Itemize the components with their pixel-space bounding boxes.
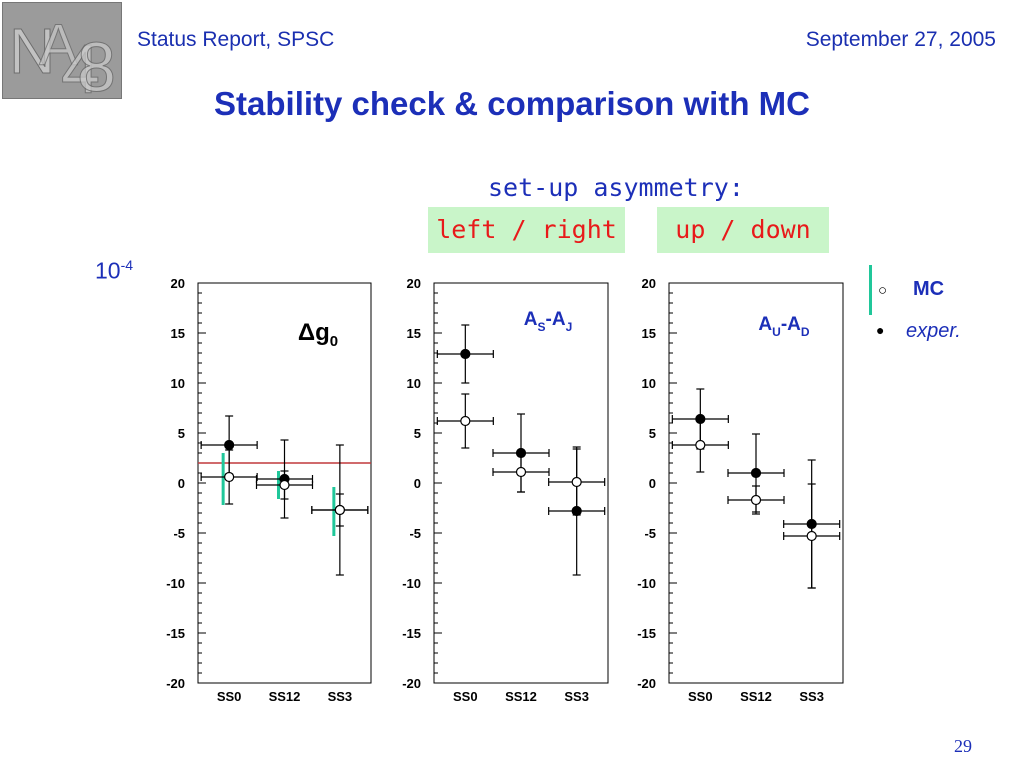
unit-label: 10-4	[95, 257, 133, 285]
panel-label: Δg0	[298, 319, 338, 350]
header-left: Status Report, SPSC	[137, 28, 335, 51]
svg-text:N: N	[9, 15, 55, 87]
svg-text:4: 4	[61, 30, 100, 98]
y-tick-label: -5	[644, 526, 656, 541]
unit-base: 10	[95, 257, 121, 284]
exper-point	[460, 348, 471, 360]
x-tick-label: SS3	[799, 689, 824, 704]
setup-heading: set-up asymmetry:	[488, 173, 744, 202]
chart-au-ad: 20 15 10 5 0 -5 -10 -15 -20 SS0 SS12 SS3 AU-AD	[637, 276, 844, 704]
x-tick-label: SS0	[688, 689, 713, 704]
x-tick-label: SS12	[740, 689, 772, 704]
y-tick-label: -10	[166, 576, 185, 591]
up-down-label: up / down	[657, 207, 829, 253]
na48-logo: N A 4 8	[2, 2, 122, 99]
exper-point	[224, 439, 235, 451]
exper-point	[750, 467, 762, 479]
mc-point	[571, 476, 582, 488]
legend-exper-marker: ●	[876, 322, 885, 338]
y-tick-label: -10	[637, 576, 656, 591]
y-tick-label: -15	[637, 626, 656, 641]
y-tick-label: 15	[407, 326, 421, 341]
mc-point	[750, 494, 762, 506]
page-number: 29	[954, 736, 972, 756]
x-tick-label: SS12	[269, 689, 301, 704]
chart-as-aj: 20 15 10 5 0 -5 -10 -15 -20 SS0 SS12 SS3 AS-AJ	[402, 276, 609, 704]
legend-mc-label: MC	[913, 278, 945, 300]
y-tick-label: 20	[407, 276, 421, 291]
y-tick-label: -5	[409, 526, 421, 541]
x-tick-label: SS12	[505, 689, 537, 704]
y-tick-label: 10	[407, 376, 421, 391]
y-tick-label: -15	[166, 626, 185, 641]
y-tick-label: 0	[178, 476, 185, 491]
mc-point	[695, 439, 706, 451]
mc-point	[806, 530, 817, 542]
y-tick-label: 10	[171, 376, 185, 391]
x-tick-label: SS0	[453, 689, 478, 704]
y-tick-label: 20	[171, 276, 185, 291]
legend-mc-marker: ○	[878, 282, 888, 299]
y-tick-label: 20	[642, 276, 656, 291]
y-tick-label: 15	[171, 326, 185, 341]
chart-dg0: 20 15 10 5 0 -5 -10 -15 -20 SS0 SS12 SS3 Δg0	[166, 276, 372, 704]
unit-exponent: -4	[120, 257, 134, 273]
y-tick-label: 5	[178, 426, 185, 441]
panel-label: AS-AJ	[524, 309, 573, 334]
mc-point	[515, 466, 527, 478]
x-tick-label: SS0	[217, 689, 242, 704]
y-tick-label: -15	[402, 626, 421, 641]
mc-point	[334, 504, 345, 516]
y-tick-label: -20	[637, 676, 656, 691]
x-tick-label: SS3	[328, 689, 353, 704]
panel-label: AU-AD	[758, 314, 809, 339]
y-tick-label: 10	[642, 376, 656, 391]
svg-text:A: A	[39, 13, 78, 78]
mc-point	[224, 471, 235, 483]
y-tick-label: 15	[642, 326, 656, 341]
y-tick-label: -10	[402, 576, 421, 591]
legend-mc-bar	[869, 265, 872, 315]
y-tick-label: -20	[402, 676, 421, 691]
y-tick-label: -20	[166, 676, 185, 691]
left-right-label: left / right	[428, 207, 625, 253]
legend-exper-label: exper.	[906, 320, 961, 342]
y-tick-label: -5	[173, 526, 185, 541]
y-tick-label: 0	[414, 476, 421, 491]
slide-title: Stability check & comparison with MC	[214, 85, 810, 122]
x-tick-label: SS3	[564, 689, 589, 704]
y-tick-label: 5	[649, 426, 656, 441]
y-tick-label: 0	[649, 476, 656, 491]
mc-point	[460, 415, 471, 427]
y-tick-label: 5	[414, 426, 421, 441]
header-date: September 27, 2005	[805, 28, 996, 51]
mc-point	[279, 479, 290, 491]
svg-text:8: 8	[77, 28, 116, 98]
